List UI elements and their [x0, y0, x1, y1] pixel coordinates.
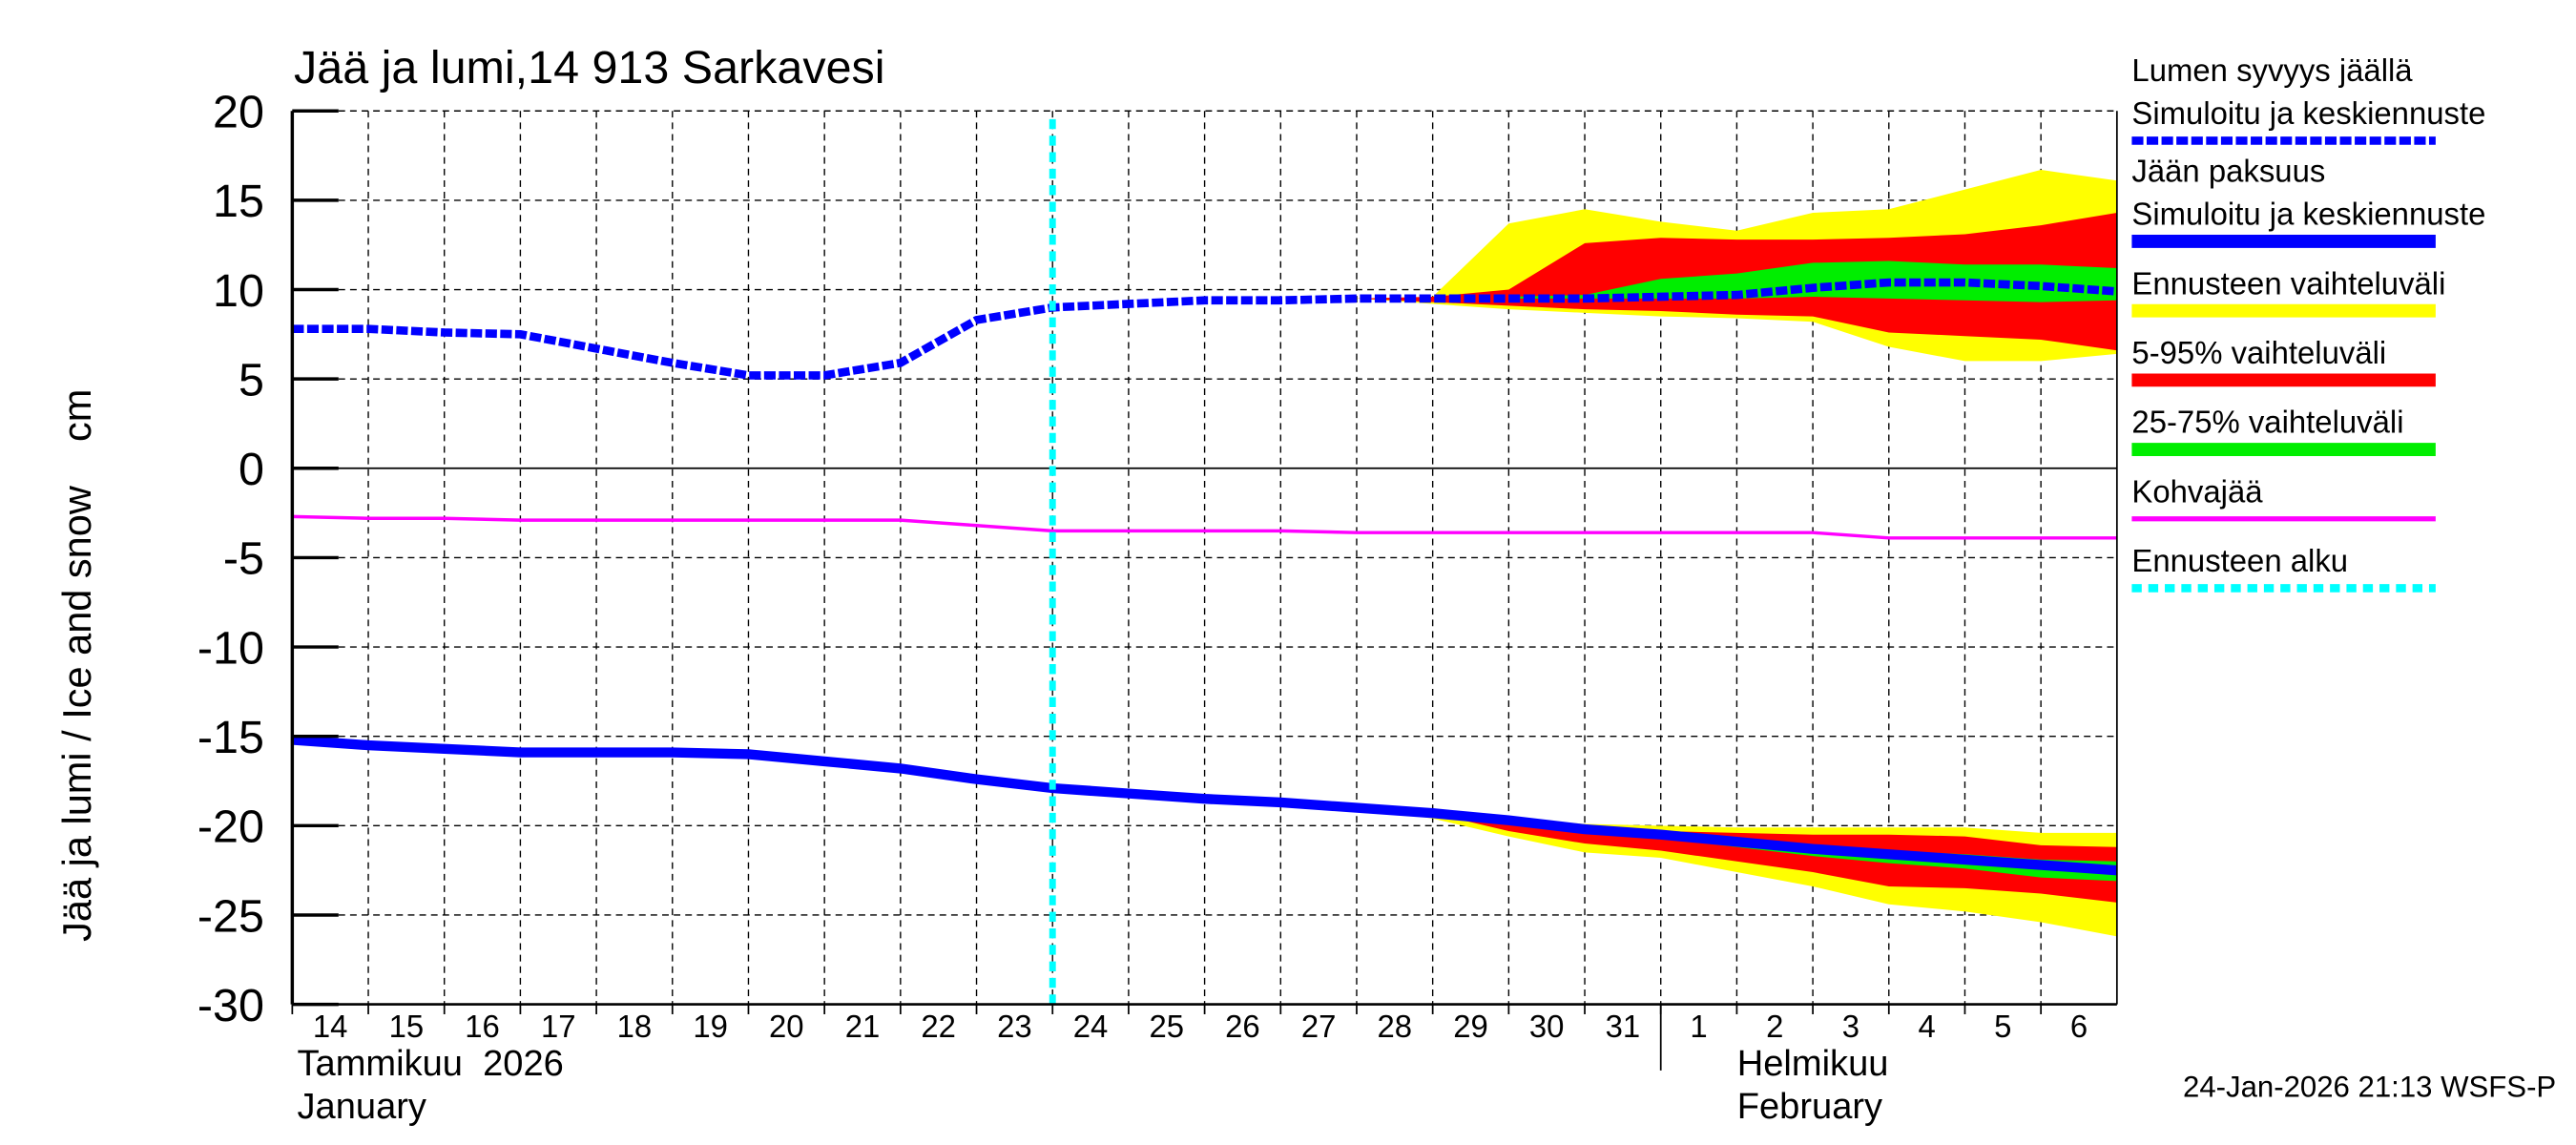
footer-timestamp: 24-Jan-2026 21:13 WSFS-P — [2183, 1071, 2556, 1104]
y-tick-label: -10 — [197, 622, 264, 674]
x-tick-label: 14 — [313, 1009, 348, 1044]
x-tick-label: 16 — [465, 1009, 500, 1044]
x-tick-label: 21 — [845, 1009, 881, 1044]
x-tick-label: 27 — [1301, 1009, 1337, 1044]
y-axis-label: Jää ja lumi / Ice and snow cm — [54, 389, 99, 942]
x-tick-label: 2 — [1766, 1009, 1783, 1044]
x-tick-label: 20 — [769, 1009, 804, 1044]
x-tick-label: 19 — [693, 1009, 728, 1044]
legend-label: Ennusteen vaihteluväli — [2131, 265, 2445, 301]
x-tick-label: 5 — [1994, 1009, 2011, 1044]
x-tick-label: 17 — [541, 1009, 576, 1044]
x-tick-label: 3 — [1842, 1009, 1859, 1044]
snow-band-25-75 — [1508, 260, 2117, 302]
legend-label: Jään paksuus — [2131, 154, 2325, 189]
series-lines — [291, 118, 2118, 1005]
x-tick-label: 30 — [1529, 1009, 1565, 1044]
legend-label: 5-95% vaihteluväli — [2131, 335, 2386, 370]
y-tick-label: -25 — [197, 890, 264, 942]
x-tick-label: 4 — [1918, 1009, 1935, 1044]
legend-label: Simuloitu ja keskiennuste — [2131, 197, 2485, 232]
series-line — [292, 278, 2118, 380]
x-tick-label: 25 — [1149, 1009, 1184, 1044]
legend-label: Ennusteen alku — [2131, 543, 2348, 578]
x-tick-label: 22 — [921, 1009, 956, 1044]
x-tick-label: 15 — [389, 1009, 425, 1044]
series-line — [292, 514, 2117, 540]
y-tick-label: 5 — [239, 354, 264, 406]
y-tick-label: -20 — [197, 802, 264, 853]
x-tick-label: 18 — [617, 1009, 653, 1044]
y-tick-label: -30 — [197, 980, 264, 1031]
legend-label: 25-75% vaihteluväli — [2131, 405, 2403, 440]
month-label-february-fi: Helmikuu — [1737, 1044, 1889, 1084]
x-tick-label: 24 — [1073, 1009, 1109, 1044]
chart-title: Jää ja lumi,14 913 Sarkavesi — [294, 42, 884, 94]
y-tick-label: -15 — [197, 712, 264, 763]
legend-label: Lumen syvyys jäällä — [2131, 52, 2413, 88]
y-tick-label: 15 — [213, 176, 264, 227]
month-label-january-en: January — [298, 1087, 426, 1127]
x-tick-label: 1 — [1690, 1009, 1707, 1044]
x-tick-label: 29 — [1453, 1009, 1488, 1044]
month-label-january-fi: Tammikuu 2026 — [298, 1044, 564, 1084]
legend: Lumen syvyys jäällä Simuloitu ja keskienn… — [2131, 52, 2485, 593]
legend-label: Kohvajää — [2131, 473, 2263, 509]
y-tick-label: 10 — [213, 265, 264, 317]
legend-label: Simuloitu ja keskiennuste — [2131, 95, 2485, 131]
x-tick-label: 28 — [1378, 1009, 1413, 1044]
x-tick-label: 26 — [1225, 1009, 1260, 1044]
axes: 14 15 16 17 18 19 20 21 22 23 24 25 26 27 28 29 30 31 1 2 3 4… — [197, 87, 2118, 1071]
y-tick-label: 20 — [213, 87, 264, 138]
x-tick-label: 31 — [1606, 1009, 1641, 1044]
x-tick-label: 6 — [2070, 1009, 2088, 1044]
x-tick-label: 23 — [997, 1009, 1032, 1044]
y-tick-label: 0 — [239, 444, 264, 495]
y-tick-label: -5 — [223, 533, 264, 585]
grid — [292, 110, 2117, 1005]
series-line — [291, 735, 2118, 876]
month-label-february-en: February — [1737, 1087, 1882, 1127]
